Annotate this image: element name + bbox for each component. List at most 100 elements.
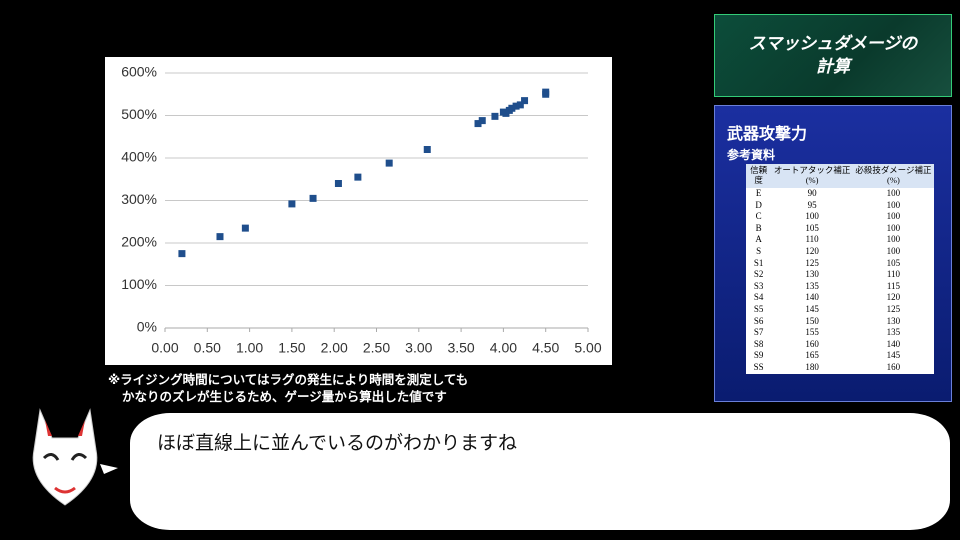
panel-title: スマッシュダメージの 計算 (714, 14, 952, 97)
note-line: ※ライジング時間についてはラグの発生により時間を測定しても (108, 372, 469, 387)
table-row: S3 135 115 (746, 281, 934, 293)
table-cell: 155 (805, 327, 819, 338)
point (516, 101, 524, 109)
title-line: 計算 (816, 57, 850, 77)
table-cell: 120 (886, 292, 901, 303)
x-tick-label: 2.50 (363, 340, 390, 356)
point (423, 146, 431, 153)
table-cell: 150 (805, 315, 819, 326)
table: 信頼度 オートアタック補正(%) 必殺技ダメージ補正(%) E 90 100 D 95 100 C… (746, 164, 934, 374)
table-row: S8 160 140 (746, 339, 934, 351)
table-cell: S3 (753, 280, 764, 291)
table-cell: 100 (886, 222, 901, 233)
y-tick-label: 500% (121, 106, 157, 122)
table-cell: 95 (807, 199, 817, 210)
table-cell: S1 (753, 257, 764, 268)
table-row: S1 125 105 (746, 258, 934, 270)
table-row: C 100 100 (746, 211, 934, 223)
point (542, 88, 550, 96)
panel-heading: 武器攻撃力 (727, 124, 808, 143)
y-tick-label: 600% (121, 64, 157, 80)
table-cell: S5 (753, 303, 764, 314)
mask-ear (45, 420, 85, 436)
table-cell: S8 (753, 338, 764, 349)
table-cell: 100 (886, 245, 901, 256)
point (508, 104, 516, 112)
mascot (32, 408, 118, 506)
table-cell: 135 (886, 327, 901, 338)
x-tick-label: 2.00 (321, 340, 348, 356)
table-cell: S9 (753, 350, 764, 361)
table-cell: 130 (886, 315, 901, 326)
x-tick-label: 4.50 (532, 340, 559, 356)
x-tick-label: 3.50 (447, 340, 474, 356)
point (309, 194, 317, 202)
point (288, 200, 296, 208)
table-cell: E (755, 188, 762, 198)
chart-background (105, 57, 612, 365)
table-row: S6 150 130 (746, 316, 934, 328)
point (354, 173, 362, 181)
table-row: D 95 100 (746, 200, 934, 212)
y-tick-label: 300% (121, 191, 157, 207)
table-cell: 125 (805, 257, 819, 268)
point (334, 180, 342, 187)
title-line: スマッシュダメージの (748, 34, 918, 54)
table-cell: 140 (805, 292, 819, 303)
table-row: S7 155 135 (746, 327, 934, 339)
table-cell: 140 (886, 338, 901, 349)
table-row: SS 180 160 (746, 362, 934, 374)
y-tick-label: 100% (121, 276, 157, 292)
point (521, 97, 529, 105)
x-tick-label: 3.00 (405, 340, 432, 356)
table-row: A 110 100 (746, 234, 934, 246)
y-tick-label: 0% (137, 319, 157, 335)
table-row: B 105 100 (746, 223, 934, 235)
x-tick-label: 0.50 (194, 340, 221, 356)
table-cell: D (755, 199, 762, 210)
table-cell: 130 (805, 269, 819, 280)
table-cell: 100 (805, 211, 819, 222)
point (478, 117, 486, 125)
table-row: S5 145 125 (746, 304, 934, 316)
table-cell: 110 (805, 234, 819, 245)
table-cell: 120 (805, 245, 819, 256)
table-cell: 105 (886, 257, 901, 268)
table-cell: 100 (886, 211, 901, 222)
mask-mouth (54, 486, 76, 494)
point (241, 224, 249, 232)
speech-bubble (130, 413, 950, 530)
table-cell: 145 (886, 350, 901, 361)
table-row: E 90 100 (746, 188, 934, 200)
mask-eyes (42, 453, 88, 461)
x-tick-label: 5.00 (574, 340, 601, 356)
table-cell: 105 (805, 222, 819, 233)
table-cell: 100 (886, 234, 901, 245)
table-row: S 120 100 (746, 246, 934, 258)
table-cell: A (755, 234, 762, 245)
header-cell: オートアタック補正(%) (771, 164, 853, 188)
info-panel: 武器攻撃力 参考資料 信頼度 オートアタック補正(%) 必殺技ダメージ補正(%) E 9… (714, 105, 952, 402)
table-cell: 180 (805, 361, 819, 372)
point (216, 233, 224, 241)
point (491, 112, 499, 120)
x-tick-label: 4.00 (490, 340, 517, 356)
point (178, 250, 186, 258)
note-line: かなりのズレが生じるため、ゲージ量から算出した値です (122, 389, 447, 404)
table-cell: 160 (886, 361, 901, 372)
table-cell: 115 (886, 280, 900, 291)
point (385, 159, 393, 167)
table-row: S4 140 120 (746, 292, 934, 304)
table-cell: S (756, 245, 762, 256)
table-cell: SS (753, 361, 764, 372)
table-cell: B (755, 222, 762, 233)
table-cell: 165 (805, 350, 819, 361)
header-cell: 信頼度 (746, 164, 772, 188)
point (512, 102, 520, 110)
y-tick-label: 400% (121, 149, 157, 165)
bubble-tail (100, 464, 118, 474)
table-cell: 100 (886, 188, 901, 198)
x-tick-label: 1.50 (278, 340, 305, 356)
